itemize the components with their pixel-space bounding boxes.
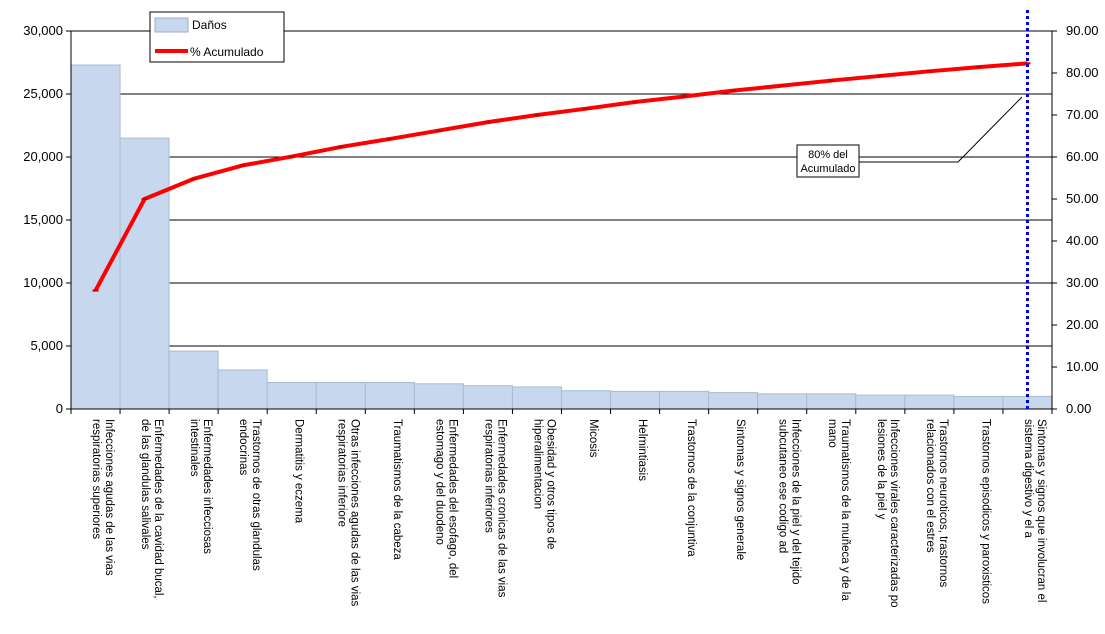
right-tick-label: 30.00 bbox=[1066, 275, 1099, 290]
annotation-80-percent: 80% del Acumulado bbox=[796, 96, 1023, 178]
category-label: Sintomas y signos generale bbox=[734, 419, 746, 560]
left-tick-label: 25,000 bbox=[23, 86, 63, 101]
category-label: estomago y del duodeno bbox=[433, 419, 445, 545]
left-tick-label: 20,000 bbox=[23, 149, 63, 164]
right-tick-label: 90.00 bbox=[1066, 23, 1099, 38]
annotation-line-1: 80% del bbox=[808, 149, 848, 161]
category-label: Otras infecciones agudas de las vias bbox=[348, 419, 360, 607]
category-label: Helmintiasis bbox=[636, 419, 648, 481]
right-tick-label: 80.00 bbox=[1066, 65, 1099, 80]
legend-label-bars: Daños bbox=[192, 18, 227, 32]
category-label: Infecciones agudas de las vias bbox=[103, 419, 115, 576]
category-label: de las glandulas salivales bbox=[139, 419, 151, 550]
gridlines bbox=[71, 30, 1052, 347]
category-label: Trastornos de la conjuntiva bbox=[685, 419, 697, 557]
bar bbox=[806, 393, 857, 410]
bar bbox=[953, 395, 1004, 410]
category-label: Enfermedades de la cavidad bucal, bbox=[152, 419, 164, 599]
left-tick-label: 0 bbox=[56, 401, 63, 416]
right-tick-label: 20.00 bbox=[1066, 317, 1099, 332]
right-tick-label: 10.00 bbox=[1066, 359, 1099, 374]
category-label: Obesidad y otros tipos de bbox=[544, 419, 556, 549]
category-label: respiratorias inferiore bbox=[335, 419, 347, 527]
bar bbox=[413, 383, 464, 410]
annotation-leader bbox=[859, 96, 1023, 163]
category-label: Micosis bbox=[587, 419, 599, 458]
left-axis-ticks: 0 5,000 10,000 15,000 20,000 25,000 30,000 bbox=[23, 23, 71, 416]
left-tick-label: 5,000 bbox=[30, 338, 63, 353]
legend-swatch-bars bbox=[154, 17, 189, 33]
category-label: Trastornos episodicos y paroxisticos bbox=[979, 419, 991, 604]
category-label: mano bbox=[826, 419, 838, 448]
annotation-box bbox=[796, 144, 860, 178]
bar bbox=[511, 386, 563, 410]
bar bbox=[217, 369, 268, 410]
annotation-line-2: Acumulado bbox=[800, 163, 855, 175]
category-label: lesiones de la piel y bbox=[875, 419, 887, 520]
bar bbox=[266, 382, 317, 410]
bar bbox=[610, 390, 661, 410]
right-tick-label: 50.00 bbox=[1066, 191, 1099, 206]
right-tick-label: 0.00 bbox=[1066, 401, 1091, 416]
category-label: respiratorias inferiores bbox=[482, 419, 494, 533]
category-label: Traumatismos de la muñeca y de la bbox=[839, 419, 851, 601]
category-label: sistema digestivo y el a bbox=[1022, 419, 1034, 538]
bar bbox=[315, 382, 366, 410]
left-tick-label: 30,000 bbox=[23, 23, 63, 38]
category-label: Traumatismos de la cabeza bbox=[391, 419, 403, 560]
left-tick-label: 15,000 bbox=[23, 212, 63, 227]
bar bbox=[659, 390, 710, 410]
cumulative-line bbox=[93, 61, 1028, 292]
legend-label-line: % Acumulado bbox=[190, 45, 264, 59]
bar bbox=[708, 392, 759, 410]
category-labels: Infecciones agudas de las viasrespirator… bbox=[90, 419, 1047, 608]
bar bbox=[119, 137, 170, 410]
category-label: intestinales bbox=[188, 419, 200, 477]
right-tick-label: 70.00 bbox=[1066, 107, 1099, 122]
category-label: Trastornos neuroticos, trastornos bbox=[937, 419, 949, 588]
category-label: Trastornos de otras glandulas bbox=[250, 419, 262, 571]
category-label: Enfermedades cronicas de las vias bbox=[495, 419, 507, 598]
category-label: Dermatitis y eczema bbox=[293, 419, 305, 524]
bar bbox=[561, 390, 612, 410]
category-label: subcutaneo ese codigo ad bbox=[777, 419, 789, 553]
bar bbox=[462, 385, 513, 410]
right-tick-label: 60.00 bbox=[1066, 149, 1099, 164]
category-label: Infecciones de la piel y del tejido bbox=[790, 419, 802, 585]
bar bbox=[855, 394, 906, 410]
category-label: Infecciones virales caracterizadas po bbox=[888, 419, 900, 608]
category-label: relacionados con el estres bbox=[924, 419, 936, 553]
category-label: endocrinas bbox=[237, 419, 249, 476]
right-tick-label: 40.00 bbox=[1066, 233, 1099, 248]
category-label: hiperalimentacion bbox=[531, 419, 543, 509]
right-axis-ticks: 0.00 10.00 20.00 30.00 40.00 50.00 60.00 70.00 8… bbox=[1052, 23, 1099, 416]
legend: Daños % Acumulado bbox=[149, 11, 285, 63]
bar bbox=[904, 394, 955, 410]
cumulative-line-series bbox=[92, 61, 1031, 292]
bar bbox=[364, 382, 415, 410]
bar bbox=[757, 393, 808, 410]
bar-series bbox=[70, 64, 1053, 410]
category-label: respiratorias superiores bbox=[90, 419, 102, 539]
category-label: Sintomas y signos que involucran el bbox=[1035, 419, 1047, 602]
bar bbox=[168, 350, 219, 410]
category-label: Enfermedades del esofago, del bbox=[446, 419, 458, 578]
left-tick-label: 10,000 bbox=[23, 275, 63, 290]
bar bbox=[70, 64, 121, 410]
category-label: Enfermedades infecciosas bbox=[201, 419, 213, 554]
